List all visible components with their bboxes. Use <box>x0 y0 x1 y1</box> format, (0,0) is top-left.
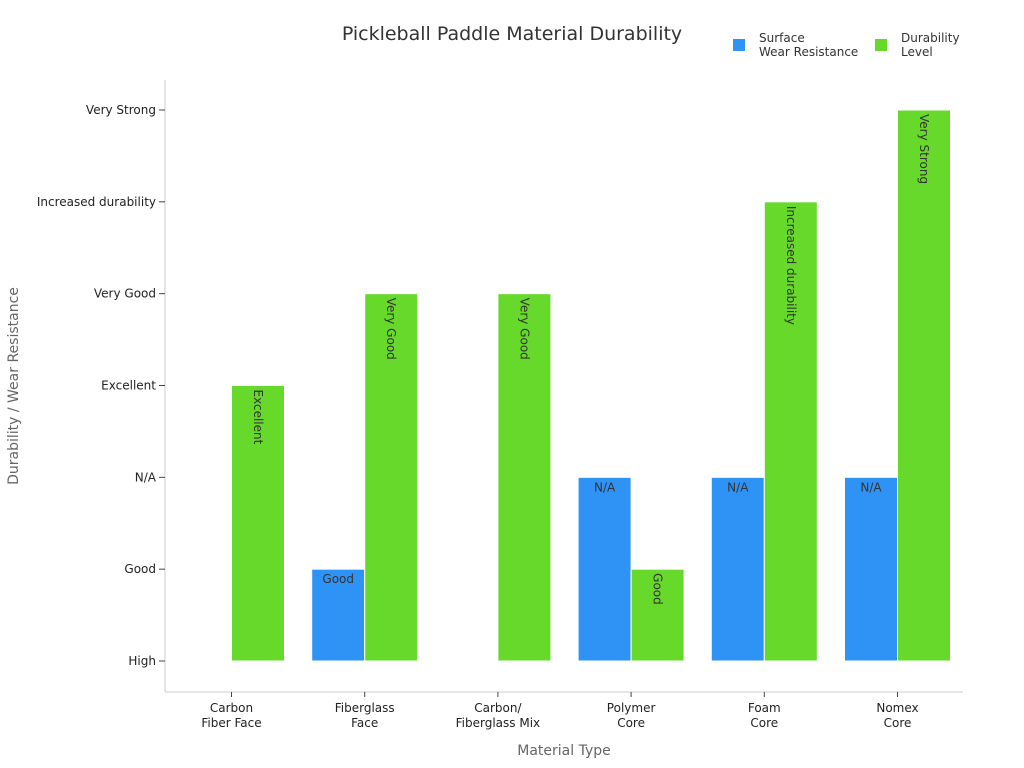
y-tick-label: High <box>128 654 156 668</box>
x-tick-label: Foam <box>748 701 781 715</box>
bar-data-label: N/A <box>860 480 882 494</box>
bar-series-1-cat-5 <box>897 109 951 662</box>
bar-series-1-cat-3 <box>630 568 685 662</box>
x-tick-label: Core <box>884 716 912 730</box>
x-tick-label: Fiberglass <box>335 701 395 715</box>
bar-data-label: Excellent <box>251 390 265 445</box>
bar-series-0-cat-5 <box>844 476 898 662</box>
y-tick-label: Very Good <box>94 287 156 301</box>
bar-data-label: Very Good <box>384 298 398 360</box>
x-axis-title: Material Type <box>517 743 610 759</box>
bar-data-label: Good <box>322 572 354 586</box>
bar-data-label: Good <box>651 573 665 605</box>
bar-series-1-cat-4 <box>763 201 818 662</box>
bar-data-label: Very Strong <box>917 114 931 184</box>
x-tick-label: Nomex <box>876 701 918 715</box>
bar-data-label: N/A <box>594 480 616 494</box>
bar-series-1-cat-2 <box>497 293 552 662</box>
x-tick-label: Core <box>617 716 645 730</box>
chart-title: Pickleball Paddle Material Durability <box>342 23 682 45</box>
x-tick-label: Face <box>351 716 378 730</box>
legend-label: Wear Resistance <box>759 45 858 59</box>
bar-series-0-cat-4 <box>710 476 765 662</box>
y-tick-label: Increased durability <box>37 195 156 209</box>
y-tick-label: Good <box>124 562 156 576</box>
bar-data-label: N/A <box>727 480 749 494</box>
x-tick-label: Fiberglass Mix <box>456 716 541 730</box>
legend-label: Durability <box>901 31 960 45</box>
bars: Good N/A N/A N/A Excellent Very Good Very Good… <box>231 109 951 662</box>
legend-swatch <box>875 39 887 51</box>
bar-data-label: Increased durability <box>784 206 798 325</box>
y-tick-label: Excellent <box>101 379 156 393</box>
y-axis-title: Durability / Wear Resistance <box>6 287 22 485</box>
legend-label: Surface <box>759 31 805 45</box>
bar-series-0-cat-3 <box>577 476 632 662</box>
x-tick-label: Core <box>750 716 778 730</box>
bar-series-1-cat-0 <box>231 385 285 662</box>
x-tick-label: Fiber Face <box>201 716 261 730</box>
y-tick-label: Very Strong <box>86 103 156 117</box>
x-tick-label: Carbon/ <box>474 701 522 715</box>
bar-data-label: Very Good <box>517 298 531 360</box>
y-ticks: High Good N/A Excellent Very Good Increased d… <box>37 103 165 668</box>
x-tick-label: Polymer <box>607 701 656 715</box>
legend-swatch <box>733 39 745 51</box>
legend-label: Level <box>901 45 933 59</box>
bar-series-1-cat-1 <box>364 293 419 662</box>
x-tick-label: Carbon <box>210 701 253 715</box>
y-tick-label: N/A <box>135 470 157 484</box>
